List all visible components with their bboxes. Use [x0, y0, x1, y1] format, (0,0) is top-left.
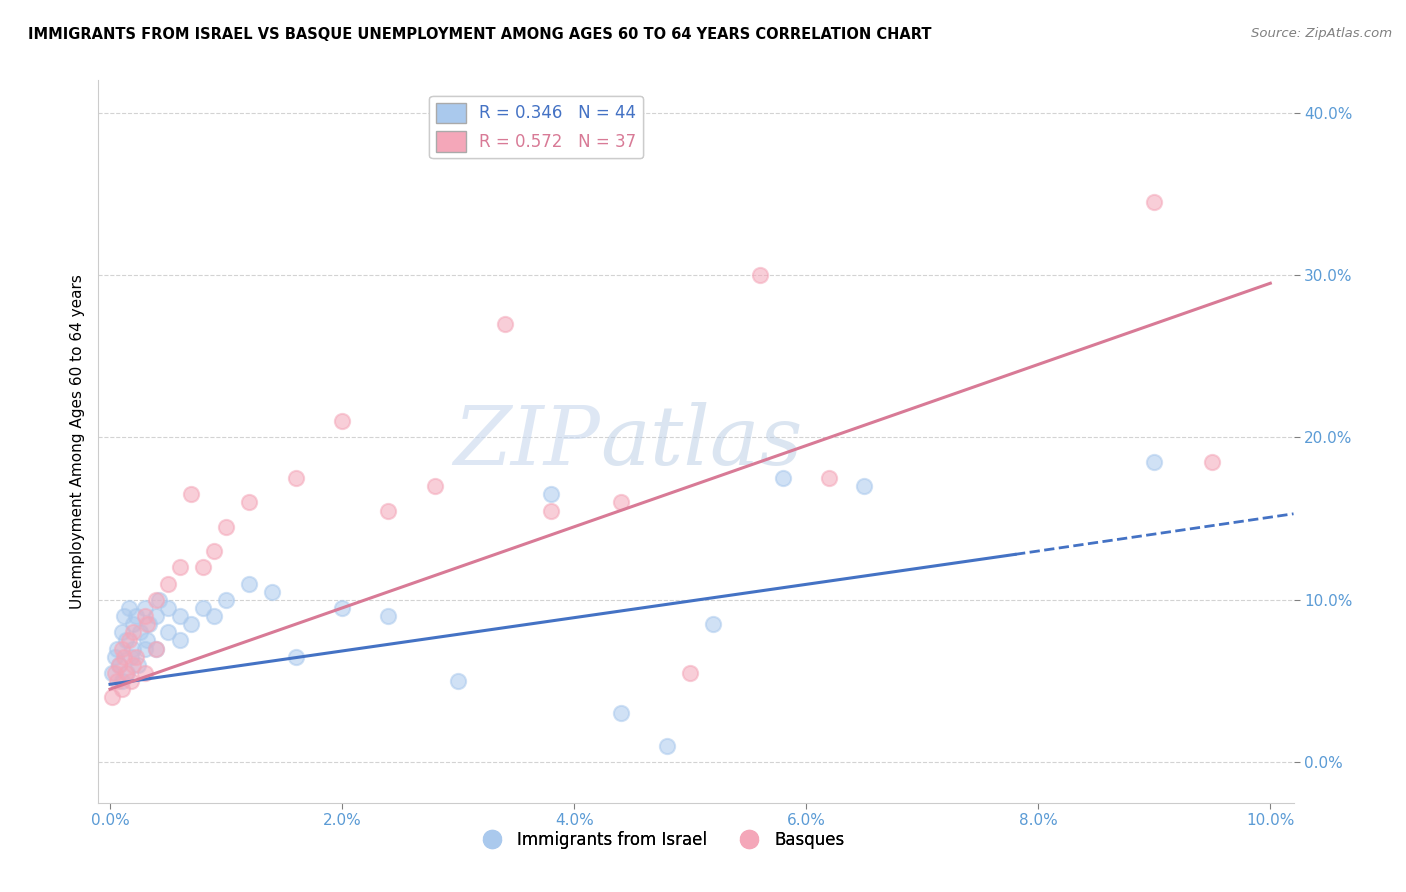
Point	[104, 665, 127, 680]
Point	[540, 503, 562, 517]
Point	[115, 665, 138, 680]
Point	[818, 471, 841, 485]
Text: Source: ZipAtlas.com: Source: ZipAtlas.com	[1251, 27, 1392, 40]
Point	[111, 641, 134, 656]
Point	[1143, 455, 1166, 469]
Point	[609, 495, 631, 509]
Point	[540, 487, 562, 501]
Point	[180, 487, 202, 501]
Point	[101, 665, 124, 680]
Point	[1143, 195, 1166, 210]
Point	[377, 503, 399, 517]
Point	[127, 657, 149, 672]
Point	[115, 633, 138, 648]
Point	[191, 601, 214, 615]
Point	[145, 592, 167, 607]
Point	[215, 520, 238, 534]
Point	[124, 649, 146, 664]
Point	[284, 649, 307, 664]
Point	[655, 739, 678, 753]
Point	[120, 673, 142, 688]
Point	[104, 649, 127, 664]
Point	[145, 641, 167, 656]
Point	[330, 601, 353, 615]
Point	[238, 495, 260, 509]
Point	[136, 633, 159, 648]
Point	[148, 592, 170, 607]
Point	[111, 682, 134, 697]
Point	[169, 633, 191, 648]
Point	[122, 641, 145, 656]
Point	[284, 471, 307, 485]
Point	[191, 560, 214, 574]
Point	[157, 625, 180, 640]
Text: atlas: atlas	[600, 401, 803, 482]
Point	[120, 649, 142, 664]
Point	[124, 609, 146, 624]
Point	[136, 617, 159, 632]
Point	[117, 601, 139, 615]
Point	[111, 673, 134, 688]
Point	[122, 657, 145, 672]
Point	[679, 665, 702, 680]
Point	[204, 544, 226, 558]
Point	[180, 617, 202, 632]
Legend: Immigrants from Israel, Basques: Immigrants from Israel, Basques	[470, 824, 851, 856]
Point	[169, 560, 191, 574]
Point	[748, 268, 770, 282]
Point	[494, 317, 516, 331]
Point	[157, 601, 180, 615]
Point	[204, 609, 226, 624]
Point	[134, 601, 156, 615]
Point	[108, 657, 131, 672]
Point	[145, 641, 167, 656]
Point	[169, 609, 191, 624]
Point	[377, 609, 399, 624]
Point	[129, 625, 152, 640]
Point	[111, 625, 134, 640]
Point	[134, 609, 156, 624]
Point	[112, 649, 135, 664]
Point	[108, 657, 131, 672]
Text: IMMIGRANTS FROM ISRAEL VS BASQUE UNEMPLOYMENT AMONG AGES 60 TO 64 YEARS CORRELAT: IMMIGRANTS FROM ISRAEL VS BASQUE UNEMPLO…	[28, 27, 932, 42]
Point	[330, 414, 353, 428]
Point	[1201, 455, 1223, 469]
Point	[105, 673, 128, 688]
Point	[122, 617, 145, 632]
Point	[134, 665, 156, 680]
Y-axis label: Unemployment Among Ages 60 to 64 years: Unemployment Among Ages 60 to 64 years	[69, 274, 84, 609]
Point	[134, 641, 156, 656]
Point	[609, 706, 631, 721]
Point	[101, 690, 124, 705]
Point	[117, 665, 139, 680]
Point	[117, 633, 139, 648]
Point	[772, 471, 794, 485]
Point	[853, 479, 876, 493]
Point	[105, 641, 128, 656]
Point	[215, 592, 238, 607]
Point	[145, 609, 167, 624]
Text: ZIP: ZIP	[454, 401, 600, 482]
Point	[122, 625, 145, 640]
Point	[138, 617, 160, 632]
Point	[262, 584, 284, 599]
Point	[447, 673, 470, 688]
Point	[423, 479, 446, 493]
Point	[238, 576, 260, 591]
Point	[702, 617, 724, 632]
Point	[157, 576, 180, 591]
Point	[112, 609, 135, 624]
